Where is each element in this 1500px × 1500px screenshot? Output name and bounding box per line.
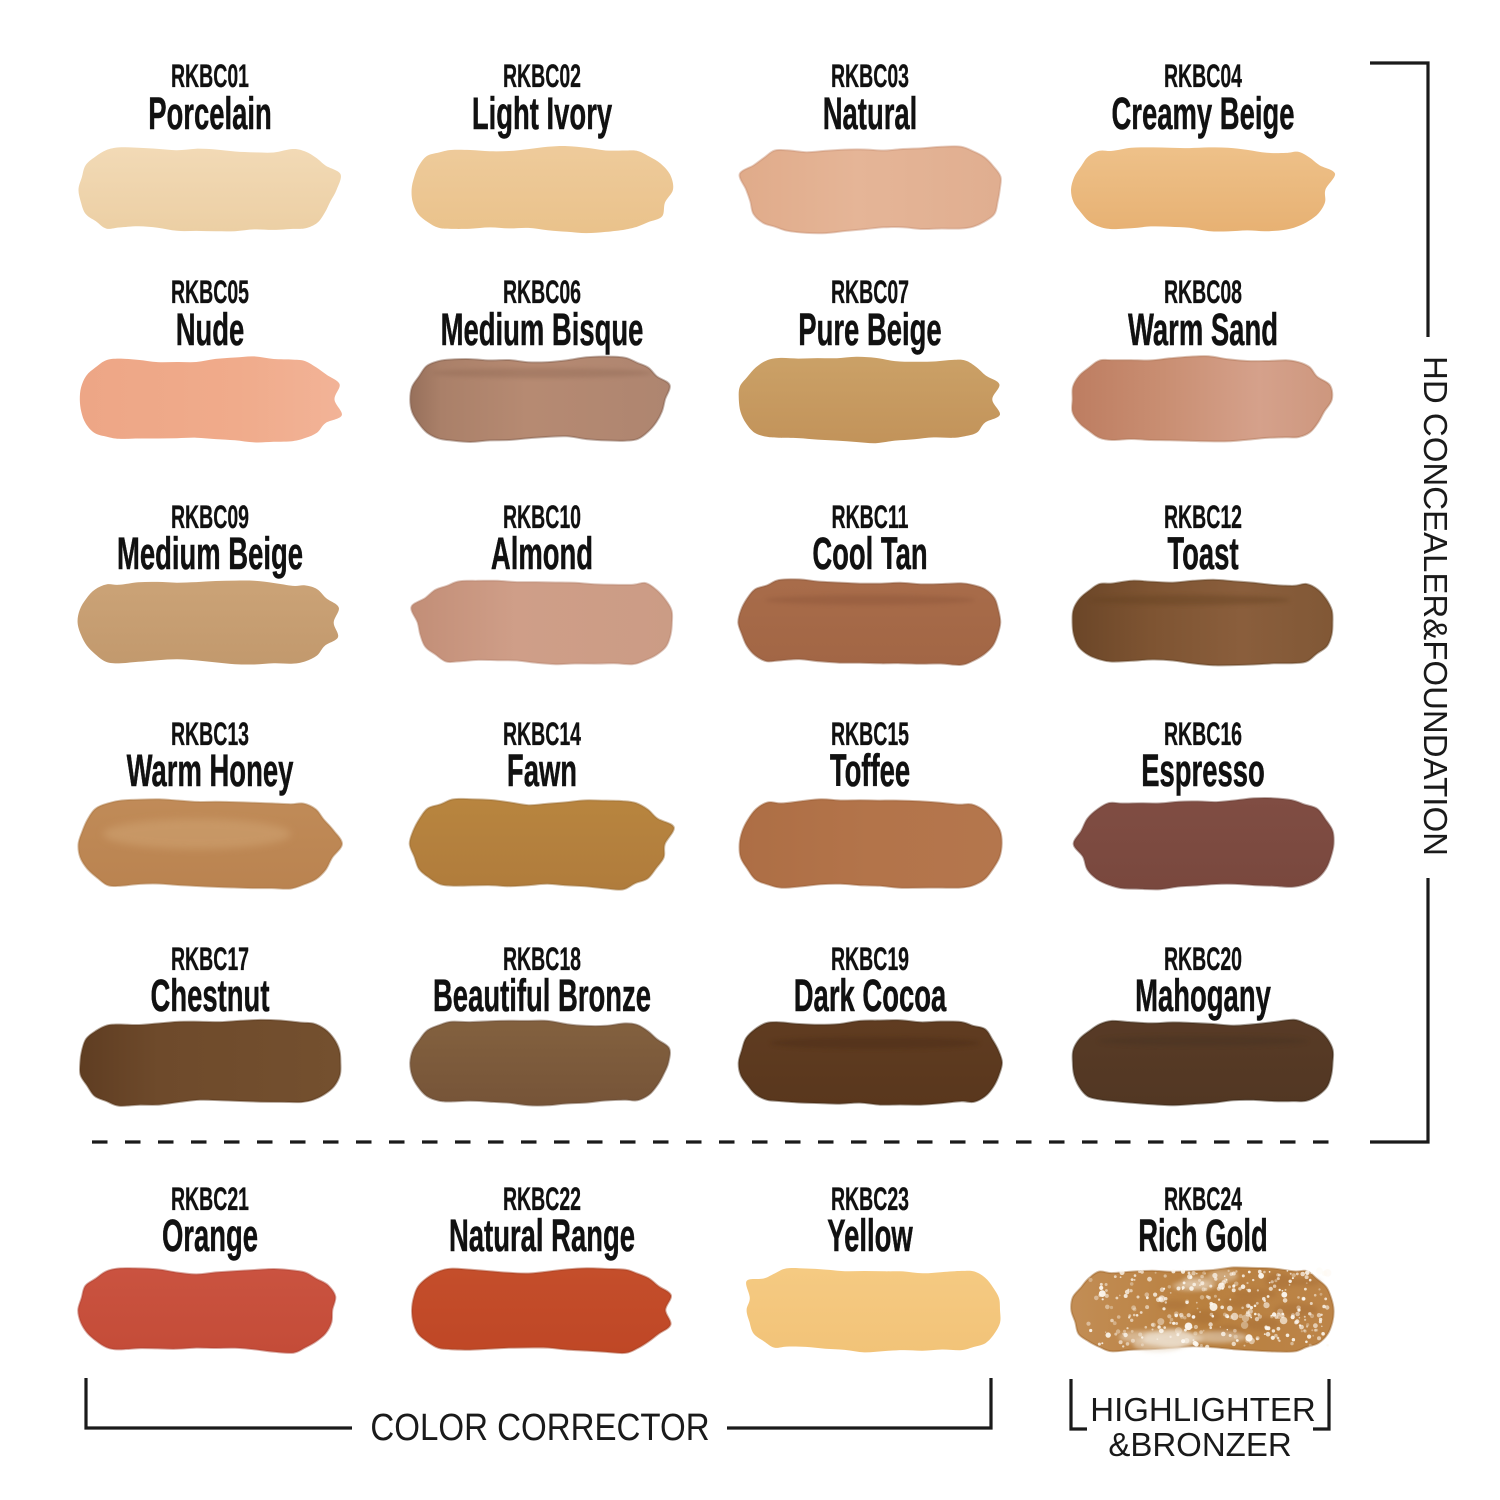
svg-text:Toffee: Toffee: [830, 745, 910, 796]
svg-text:Chestnut: Chestnut: [151, 970, 270, 1021]
svg-text:Warm Honey: Warm Honey: [127, 745, 294, 796]
svg-text:Medium Bisque: Medium Bisque: [441, 304, 644, 355]
svg-text:Almond: Almond: [491, 528, 593, 579]
svg-text:Natural Range: Natural Range: [449, 1210, 635, 1261]
svg-text:RKBC13: RKBC13: [171, 716, 249, 752]
svg-text:RKBC20: RKBC20: [1164, 941, 1242, 977]
svg-text:COLOR CORRECTOR: COLOR CORRECTOR: [370, 1406, 709, 1449]
svg-text:RKBC09: RKBC09: [171, 499, 249, 535]
svg-text:Natural: Natural: [823, 88, 918, 139]
svg-text:RKBC10: RKBC10: [503, 499, 581, 535]
svg-text:RKBC16: RKBC16: [1164, 716, 1242, 752]
svg-text:&BRONZER: &BRONZER: [1108, 1426, 1291, 1463]
svg-text:RKBC04: RKBC04: [1164, 58, 1242, 94]
svg-text:RKBC01: RKBC01: [171, 58, 249, 94]
svg-text:Toast: Toast: [1167, 528, 1238, 579]
svg-text:Cool Tan: Cool Tan: [812, 528, 927, 579]
svg-text:RKBC17: RKBC17: [171, 941, 249, 977]
svg-text:Light Ivory: Light Ivory: [472, 88, 612, 139]
svg-text:Porcelain: Porcelain: [148, 88, 272, 139]
svg-text:RKBC12: RKBC12: [1164, 499, 1242, 535]
svg-text:RKBC05: RKBC05: [171, 274, 249, 310]
svg-text:Yellow: Yellow: [827, 1210, 913, 1261]
svg-text:Creamy Beige: Creamy Beige: [1111, 88, 1294, 139]
svg-text:Nude: Nude: [176, 304, 245, 355]
svg-text:RKBC02: RKBC02: [503, 58, 581, 94]
svg-text:Espresso: Espresso: [1141, 745, 1265, 796]
svg-text:Medium Beige: Medium Beige: [117, 528, 303, 579]
svg-text:RKBC11: RKBC11: [831, 499, 908, 535]
svg-text:Warm Sand: Warm Sand: [1128, 304, 1278, 355]
svg-text:Mahogany: Mahogany: [1135, 970, 1271, 1021]
svg-text:RKBC19: RKBC19: [831, 941, 909, 977]
svg-text:RKBC21: RKBC21: [171, 1181, 249, 1217]
svg-text:HIGHLIGHTER: HIGHLIGHTER: [1090, 1391, 1316, 1428]
svg-text:RKBC08: RKBC08: [1164, 274, 1242, 310]
svg-text:Dark Cocoa: Dark Cocoa: [794, 970, 947, 1021]
svg-text:RKBC14: RKBC14: [503, 716, 581, 752]
svg-text:RKBC15: RKBC15: [831, 716, 909, 752]
svg-text:HD CONCEALER&FOUNDATION: HD CONCEALER&FOUNDATION: [1417, 356, 1454, 856]
svg-text:Pure Beige: Pure Beige: [798, 304, 941, 355]
svg-text:Beautiful Bronze: Beautiful Bronze: [433, 970, 651, 1021]
svg-text:RKBC18: RKBC18: [503, 941, 581, 977]
svg-text:Rich Gold: Rich Gold: [1138, 1210, 1268, 1261]
svg-text:RKBC07: RKBC07: [831, 274, 909, 310]
svg-text:RKBC24: RKBC24: [1164, 1181, 1242, 1217]
svg-text:RKBC23: RKBC23: [831, 1181, 909, 1217]
svg-text:RKBC03: RKBC03: [831, 58, 909, 94]
svg-text:Orange: Orange: [162, 1210, 258, 1261]
svg-text:RKBC22: RKBC22: [503, 1181, 581, 1217]
svg-text:RKBC06: RKBC06: [503, 274, 581, 310]
svg-text:Fawn: Fawn: [507, 745, 577, 796]
